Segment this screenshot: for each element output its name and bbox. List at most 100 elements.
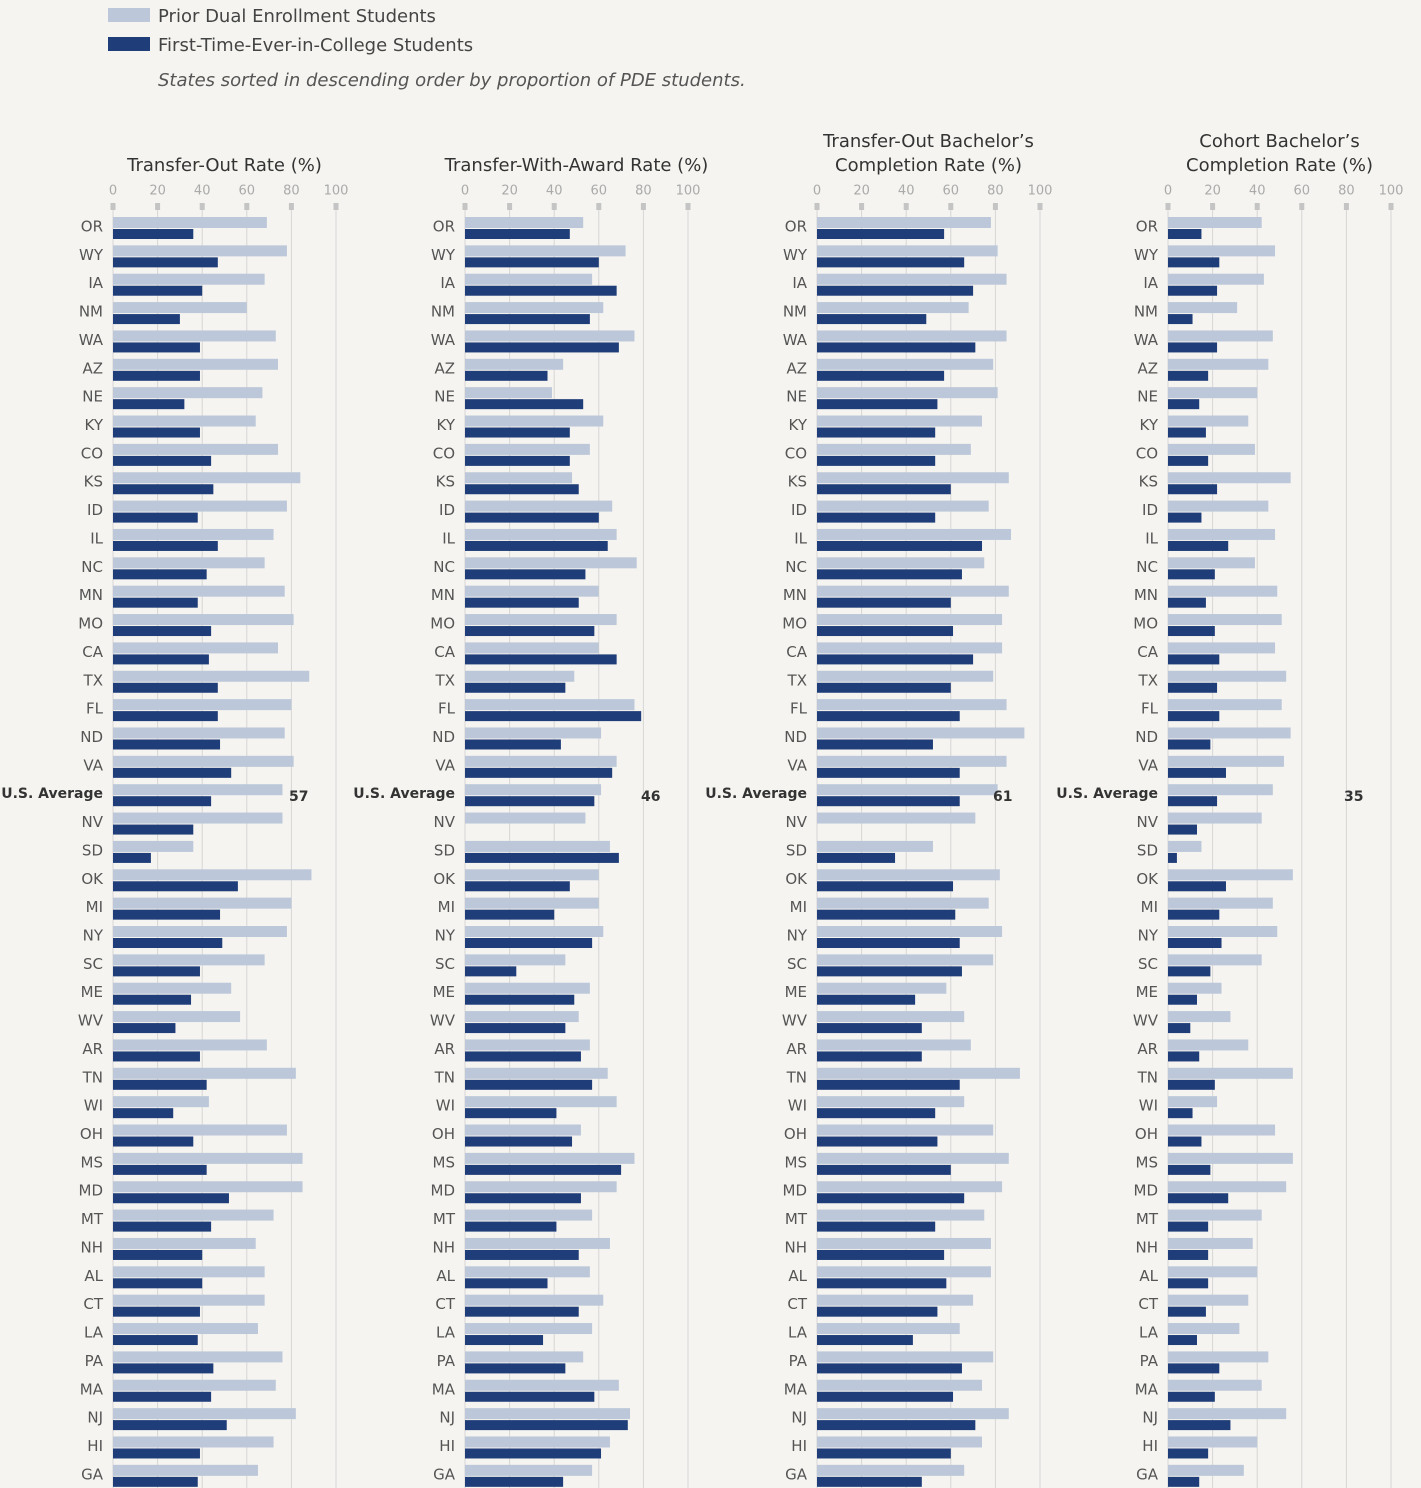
bar — [113, 727, 285, 739]
bar — [113, 711, 218, 722]
bar — [465, 1221, 557, 1232]
y-tick-label: CA — [1137, 643, 1158, 661]
bar — [465, 670, 575, 682]
tick-mark — [155, 203, 161, 210]
y-tick-label: MI — [438, 898, 455, 916]
y-tick-label: MS — [81, 1153, 103, 1171]
tick-mark — [1210, 203, 1216, 210]
x-tick-label: 100 — [324, 184, 349, 199]
bar — [817, 1079, 960, 1090]
y-tick-label: SC — [787, 955, 807, 973]
bar — [465, 1164, 622, 1175]
y-tick-label: CA — [786, 643, 807, 661]
bar — [465, 1335, 544, 1346]
y-tick-label: FL — [790, 700, 808, 718]
y-tick-label: WI — [84, 1097, 103, 1115]
bar — [817, 1237, 991, 1249]
bar — [465, 500, 613, 512]
bar — [465, 229, 570, 239]
bar — [1168, 796, 1218, 807]
y-tick-label: TX — [435, 671, 455, 689]
y-tick-label: MI — [790, 898, 807, 916]
bar — [1168, 869, 1293, 881]
bar — [113, 273, 265, 285]
bar — [465, 285, 617, 296]
y-tick-label: NV — [82, 813, 104, 831]
y-tick-label: LA — [1139, 1324, 1159, 1342]
bar — [465, 569, 586, 580]
bar — [465, 682, 566, 693]
bar — [465, 1249, 579, 1260]
y-tick-label: ME — [1136, 983, 1158, 1001]
y-tick-label: NV — [786, 813, 808, 831]
bar — [1168, 484, 1218, 495]
bar — [113, 1096, 209, 1108]
bar — [817, 1249, 945, 1260]
y-tick-label: MO — [430, 615, 455, 633]
bar — [1168, 682, 1218, 693]
y-tick-label: MS — [1136, 1153, 1158, 1171]
bar — [1168, 1420, 1231, 1431]
y-tick-label: MS — [785, 1153, 807, 1171]
bar — [817, 909, 956, 920]
x-tick-label: 20 — [853, 184, 870, 199]
y-tick-label: NY — [83, 927, 104, 945]
bar — [113, 597, 198, 608]
bar — [817, 966, 962, 977]
bar — [1168, 557, 1255, 569]
bar — [465, 1079, 593, 1090]
bar — [817, 217, 991, 228]
bar — [817, 1067, 1020, 1079]
bar — [1168, 427, 1206, 438]
bar — [465, 1448, 602, 1459]
bar — [817, 569, 962, 580]
bar — [1168, 642, 1276, 654]
bar — [1168, 1379, 1262, 1391]
y-tick-label: PA — [85, 1352, 104, 1370]
bar — [113, 1408, 296, 1420]
y-tick-label: HI — [87, 1437, 103, 1455]
y-tick-label: ND — [80, 728, 103, 746]
bar — [113, 484, 214, 495]
y-tick-label: GA — [1136, 1465, 1159, 1483]
bar — [465, 370, 548, 381]
tick-mark — [992, 203, 998, 210]
bar — [113, 1181, 303, 1193]
y-tick-label: AL — [84, 1267, 103, 1285]
bar — [465, 642, 599, 654]
bar — [465, 330, 635, 342]
bar — [1168, 1193, 1229, 1204]
x-tick-label: 60 — [943, 184, 960, 199]
x-tick-label: 20 — [1204, 184, 1221, 199]
bar — [817, 1448, 951, 1459]
bar — [465, 358, 564, 370]
bar — [1168, 1164, 1211, 1175]
bar — [113, 415, 256, 427]
y-tick-label: ME — [785, 983, 807, 1001]
bar — [1168, 994, 1197, 1005]
y-tick-label: OH — [432, 1125, 455, 1143]
bar — [113, 926, 287, 937]
bar — [817, 342, 976, 353]
bar — [1168, 597, 1206, 608]
bar — [465, 1209, 593, 1221]
bar — [817, 1278, 947, 1289]
bar — [113, 427, 200, 438]
bar — [465, 528, 617, 540]
y-tick-label: KY — [1140, 416, 1159, 434]
y-tick-label: FL — [438, 700, 456, 718]
tick-mark — [551, 203, 557, 210]
bar — [1168, 1306, 1206, 1317]
y-tick-label: WY — [79, 246, 104, 264]
tick-mark — [1343, 203, 1349, 210]
y-tick-label: AR — [1137, 1040, 1158, 1058]
bar — [817, 484, 951, 495]
bar — [465, 399, 584, 410]
y-tick-label: WA — [79, 331, 104, 349]
annotation: 46 — [641, 789, 660, 805]
y-tick-label: ID — [439, 501, 455, 519]
bar — [1168, 1351, 1269, 1363]
y-tick-label: U.S. Average — [353, 786, 455, 802]
tick-mark — [948, 203, 954, 210]
bar — [1168, 528, 1276, 540]
